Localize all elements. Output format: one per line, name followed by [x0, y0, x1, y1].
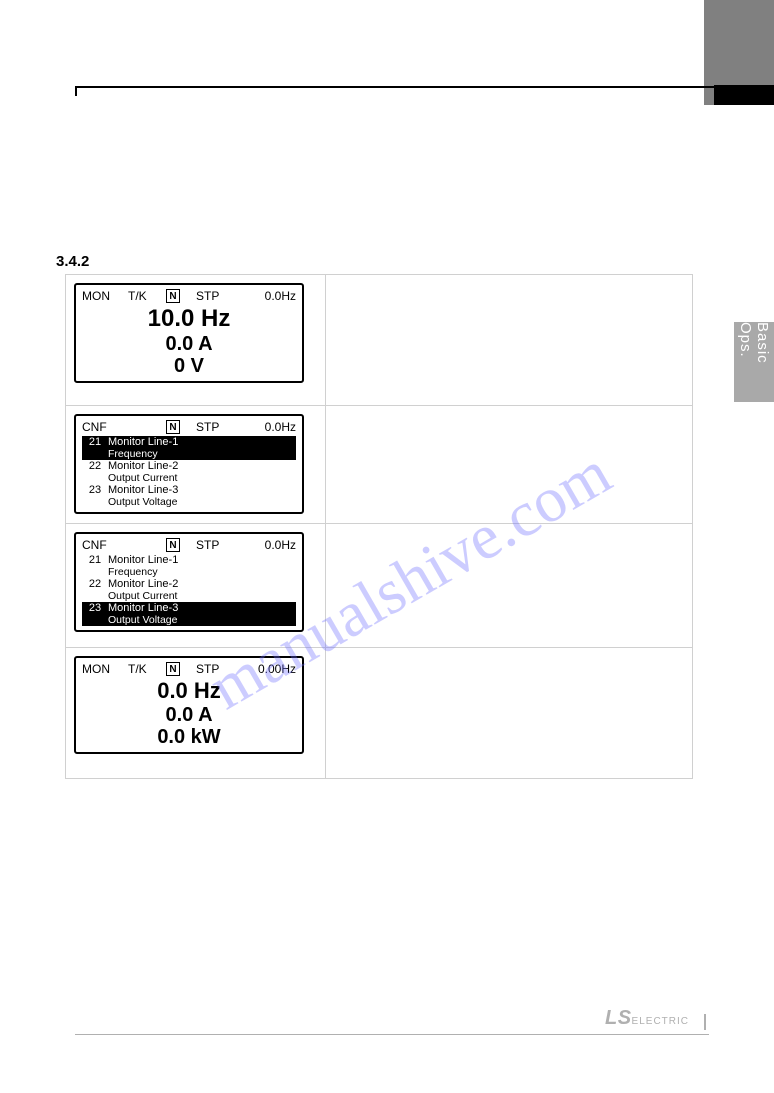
cnf-label: Monitor Line-2: [108, 460, 296, 472]
lcd-big-values: 10.0 Hz 0.0 A 0 V: [82, 305, 296, 377]
lcd-header-hz: 0.00Hz: [258, 662, 296, 676]
lcd-n-indicator: N: [166, 538, 180, 552]
lcd-n-indicator: N: [166, 420, 180, 434]
lcd-status: STP: [196, 420, 219, 434]
cnf-num: 21: [82, 554, 108, 566]
cell-lcd: MON T/K N STP 0.0Hz 10.0 Hz 0.0 A 0 V: [66, 275, 326, 405]
cnf-num: 22: [82, 578, 108, 590]
footer-brand-electric: ELECTRIC: [632, 1016, 689, 1027]
cell-description: [326, 275, 693, 405]
lcd-value-1: 0.0 Hz: [82, 678, 296, 704]
cell-description: [326, 648, 693, 778]
table-row: MON T/K N STP 0.0Hz 10.0 Hz 0.0 A 0 V: [66, 275, 693, 406]
cnf-sub-selected: Frequency: [82, 448, 296, 460]
lcd-panel-cnf-2: CNF N STP 0.0Hz 21 Monitor Line-1 Freque…: [74, 532, 304, 632]
lcd-header-hz: 0.0Hz: [265, 538, 296, 552]
cnf-row-selected: 23 Monitor Line-3: [82, 602, 296, 614]
lcd-header: CNF N STP 0.0Hz: [82, 538, 296, 552]
cnf-row: 23 Monitor Line-3: [82, 484, 296, 496]
cnf-sub-text: Output Voltage: [82, 496, 177, 508]
cnf-num: 23: [82, 602, 108, 614]
footer-logo: LSELECTRIC: [605, 1007, 689, 1030]
cnf-label: Monitor Line-3: [108, 484, 296, 496]
lcd-tk: T/K: [128, 289, 156, 303]
lcd-mode: CNF: [82, 538, 118, 552]
lcd-cnf-list: 21 Monitor Line-1 Frequency 22 Monitor L…: [82, 554, 296, 626]
side-tab-basic-ops: Basic Ops.: [734, 322, 774, 402]
table-row: MON T/K N STP 0.00Hz 0.0 Hz 0.0 A 0.0 kW: [66, 648, 693, 779]
cnf-label: Monitor Line-2: [108, 578, 296, 590]
lcd-value-3: 0 V: [82, 355, 296, 377]
cnf-sub: Output Current: [82, 590, 296, 602]
cnf-sub-text: Frequency: [82, 566, 158, 578]
header-rule-cap: [75, 86, 77, 96]
cnf-row: 21 Monitor Line-1: [82, 554, 296, 566]
lcd-panels-table: MON T/K N STP 0.0Hz 10.0 Hz 0.0 A 0 V CN…: [65, 274, 693, 779]
cell-description: [326, 524, 693, 647]
corner-black-strip: [714, 85, 774, 105]
cnf-label: Monitor Line-3: [108, 602, 296, 614]
footer-brand-ls: LS: [605, 1007, 632, 1029]
lcd-mode: CNF: [82, 420, 118, 434]
lcd-panel-cnf-1: CNF N STP 0.0Hz 21 Monitor Line-1 Freque…: [74, 414, 304, 514]
section-number: 3.4.2: [56, 253, 89, 270]
cnf-sub: Frequency: [82, 566, 296, 578]
lcd-value-1: 10.0 Hz: [82, 305, 296, 333]
lcd-panel-mon-2: MON T/K N STP 0.00Hz 0.0 Hz 0.0 A 0.0 kW: [74, 656, 304, 754]
cell-lcd: CNF N STP 0.0Hz 21 Monitor Line-1 Freque…: [66, 524, 326, 647]
lcd-status: STP: [196, 538, 219, 552]
lcd-mode: MON: [82, 662, 118, 676]
cnf-label: Monitor Line-1: [108, 436, 296, 448]
lcd-status: STP: [196, 289, 219, 303]
lcd-value-2: 0.0 A: [82, 333, 296, 355]
lcd-panel-mon-1: MON T/K N STP 0.0Hz 10.0 Hz 0.0 A 0 V: [74, 283, 304, 383]
table-row: CNF N STP 0.0Hz 21 Monitor Line-1 Freque…: [66, 524, 693, 648]
lcd-header: MON T/K N STP 0.00Hz: [82, 662, 296, 676]
footer-rule: [75, 1034, 709, 1035]
lcd-big-values: 0.0 Hz 0.0 A 0.0 kW: [82, 678, 296, 748]
lcd-header: CNF N STP 0.0Hz: [82, 420, 296, 434]
header-rule: [75, 86, 714, 88]
cnf-sub: Output Voltage: [82, 496, 296, 508]
cnf-row: 22 Monitor Line-2: [82, 460, 296, 472]
lcd-header-hz: 0.0Hz: [265, 289, 296, 303]
lcd-status: STP: [196, 662, 219, 676]
cnf-num: 22: [82, 460, 108, 472]
lcd-value-2: 0.0 A: [82, 704, 296, 726]
cnf-sub-text: Output Current: [82, 590, 177, 602]
lcd-tk: T/K: [128, 662, 156, 676]
cnf-label: Monitor Line-1: [108, 554, 296, 566]
lcd-header-hz: 0.0Hz: [265, 420, 296, 434]
lcd-value-3: 0.0 kW: [82, 726, 296, 748]
cnf-row-selected: 21 Monitor Line-1: [82, 436, 296, 448]
cnf-sub-text: Output Current: [82, 472, 177, 484]
lcd-n-indicator: N: [166, 662, 180, 676]
lcd-cnf-list: 21 Monitor Line-1 Frequency 22 Monitor L…: [82, 436, 296, 508]
cell-lcd: CNF N STP 0.0Hz 21 Monitor Line-1 Freque…: [66, 406, 326, 523]
cnf-sub: Output Current: [82, 472, 296, 484]
lcd-header: MON T/K N STP 0.0Hz: [82, 289, 296, 303]
cnf-row: 22 Monitor Line-2: [82, 578, 296, 590]
cell-lcd: MON T/K N STP 0.00Hz 0.0 Hz 0.0 A 0.0 kW: [66, 648, 326, 778]
table-row: CNF N STP 0.0Hz 21 Monitor Line-1 Freque…: [66, 406, 693, 524]
cnf-num: 21: [82, 436, 108, 448]
cell-description: [326, 406, 693, 523]
footer-divider: [704, 1014, 706, 1030]
lcd-n-indicator: N: [166, 289, 180, 303]
lcd-mode: MON: [82, 289, 118, 303]
cnf-sub-selected: Output Voltage: [82, 614, 296, 626]
cnf-num: 23: [82, 484, 108, 496]
